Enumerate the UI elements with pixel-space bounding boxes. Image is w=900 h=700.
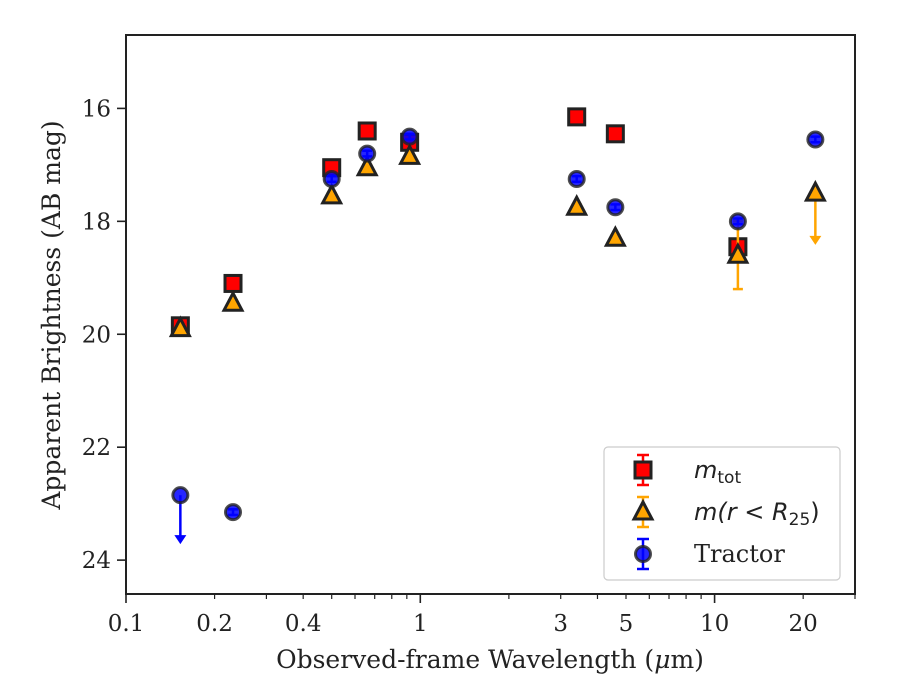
y-tick-label: 20 — [82, 322, 111, 348]
tractor-point — [567, 169, 586, 188]
tractor-point — [606, 198, 625, 217]
mtot-point — [605, 124, 625, 144]
tractor-point — [358, 144, 377, 163]
tractor-point — [400, 127, 419, 146]
mr25-point — [398, 143, 422, 165]
tractor-point — [728, 212, 747, 231]
tractor-point — [806, 130, 825, 149]
tractor-limit-arrow-head — [174, 535, 187, 545]
mr25-point — [803, 179, 827, 202]
mr25-point — [603, 225, 627, 247]
mtot-point — [357, 121, 377, 141]
mtot-point — [567, 107, 587, 127]
x-tick-label: 3 — [553, 611, 568, 637]
plot-frame — [125, 34, 856, 595]
mr25-point — [726, 242, 750, 264]
x-tick-label: 0.4 — [285, 611, 322, 637]
x-tick-label: 0.2 — [196, 611, 233, 637]
mr25-point — [320, 182, 344, 205]
legend-label-tractor: Tractor — [694, 540, 785, 568]
series-mr25 — [168, 143, 827, 338]
y-axis-ticks: 16 18 20 22 24 — [82, 96, 126, 574]
y-tick-label: 18 — [82, 209, 111, 235]
mr25-point — [355, 154, 379, 177]
y-axis-label: Apparent Brightness (AB mag) — [37, 120, 66, 510]
tractor-point — [224, 503, 243, 522]
legend-box — [603, 446, 841, 581]
tractor-point — [171, 486, 190, 505]
legend-label-mr25: m(r < R25) — [694, 498, 820, 530]
mr25-limit-arrow-head — [809, 235, 822, 245]
x-tick-label: 0.1 — [108, 611, 145, 637]
x-tick-label: 20 — [789, 611, 818, 637]
x-tick-label: 10 — [700, 611, 729, 637]
y-tick-label: 24 — [82, 548, 111, 574]
mtot-point — [223, 273, 243, 293]
legend-marker-mr25 — [631, 498, 655, 521]
y-tick-label: 22 — [82, 435, 111, 461]
mr25-point — [565, 194, 589, 216]
series-tractor — [171, 127, 825, 545]
legend-marker-tractor — [634, 545, 652, 563]
legend-markers — [631, 453, 655, 571]
legend-marker-mtot — [633, 460, 653, 480]
legend-label-mtot: mtot — [694, 456, 741, 488]
y-tick-label: 16 — [82, 96, 111, 122]
mr25-point — [221, 290, 245, 312]
legend: mtot m(r < R25) Tractor — [603, 446, 841, 581]
x-tick-label: 5 — [619, 611, 634, 637]
x-tick-label: 1 — [413, 611, 428, 637]
x-axis-ticks: 0.1 0.2 0.4 1 3 5 10 20 — [108, 594, 856, 637]
chart-marks — [168, 107, 827, 545]
mr25-point — [168, 315, 192, 338]
tractor-point — [322, 169, 341, 188]
x-axis-label: Observed-frame Wavelength (μm) — [276, 645, 704, 674]
